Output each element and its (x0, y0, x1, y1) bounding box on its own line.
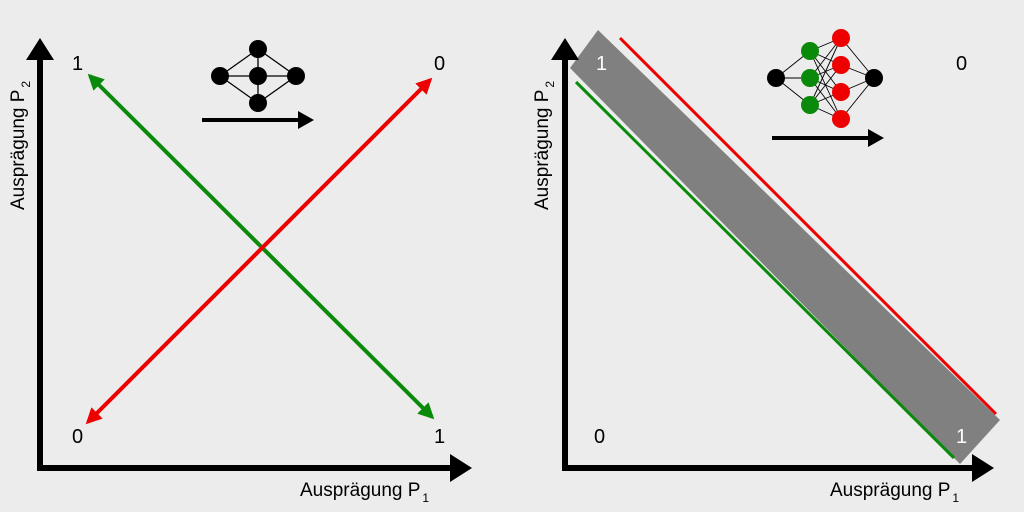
deep-neural-network-icon (767, 29, 883, 128)
dnn-node-layer-0 (767, 69, 785, 87)
right-y-axis-subscript: 2 (543, 81, 557, 88)
right-y-axis-label: Ausprägung P 2 (532, 81, 557, 210)
left-y-axis-label: Ausprägung P 2 (8, 81, 33, 210)
left-x-axis-label-text: Ausprägung P (300, 480, 420, 501)
left-y-axis-subscript: 2 (19, 81, 33, 88)
dnn-node-layer-1 (801, 42, 819, 60)
left-corner-bottom-right: 1 (434, 426, 445, 448)
right-corner-bottom-left: 0 (594, 426, 605, 448)
dnn-node-layer-1 (801, 69, 819, 87)
dnn-node-layer-2 (832, 110, 850, 128)
right-corner-bottom-right: 1 (956, 426, 967, 448)
right-red-edge-line (618, 36, 998, 416)
dnn-node-layer-1 (801, 96, 819, 114)
dnn-node-layer-3 (865, 69, 883, 87)
right-y-axis (551, 38, 579, 468)
right-gray-band (570, 30, 1000, 464)
left-corner-bottom-left: 0 (72, 426, 83, 448)
right-green-edge-line (574, 80, 956, 460)
small-neural-network-icon (211, 40, 305, 112)
right-right-arrow-icon (772, 129, 884, 147)
right-x-axis (562, 454, 994, 482)
dnn-node-layer-2 (832, 83, 850, 101)
right-x-axis-subscript: 1 (952, 491, 959, 505)
dnn-node-layer-2 (832, 29, 850, 47)
right-corner-top-right: 0 (956, 53, 967, 75)
dnn-connection (809, 37, 842, 106)
svg-text:Ausprägung P2: Ausprägung P 2 (8, 81, 33, 210)
left-x-axis-subscript: 1 (422, 491, 429, 505)
right-x-axis-label-text: Ausprägung P (830, 480, 950, 501)
right-corner-top-left: 1 (596, 53, 607, 75)
left-right-arrow-icon (202, 111, 314, 129)
left-corner-top-left: 1 (72, 53, 83, 75)
right-y-axis-label-text: Ausprägung P (532, 90, 553, 210)
svg-text:Ausprägung P2: Ausprägung P 2 (532, 81, 557, 210)
left-y-axis-label-text: Ausprägung P (8, 90, 29, 210)
left-x-axis (37, 454, 472, 482)
dnn-node-layer-2 (832, 56, 850, 74)
left-red-diagonal (85, 77, 433, 425)
left-y-axis (26, 38, 54, 468)
left-corner-top-right: 0 (434, 53, 445, 75)
